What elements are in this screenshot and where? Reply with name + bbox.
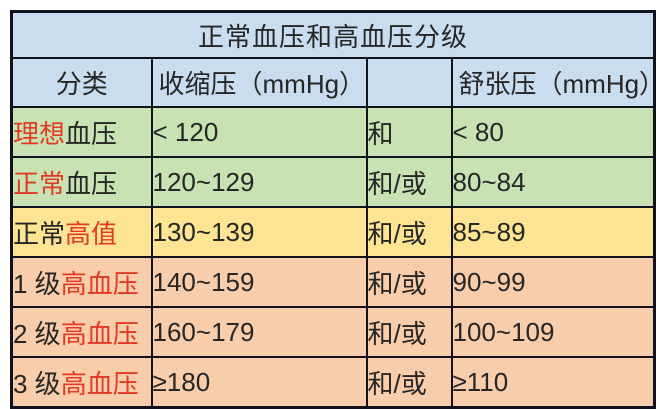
connector-cell: 和/或 — [365, 206, 453, 258]
table-row: 3 级高血压 ≥180 和/或 ≥110 — [10, 356, 656, 409]
category-segment: 正常 — [13, 168, 66, 199]
connector-cell: 和/或 — [365, 256, 453, 308]
category-segment: 高血压 — [60, 318, 139, 349]
table-title: 正常血压和高血压分级 — [10, 10, 656, 59]
table-row: 正常血压 120~129 和/或 80~84 — [10, 156, 656, 208]
header-row: 分类 收缩压（mmHg） 舒张压（mmHg） — [10, 57, 656, 108]
table-row: 1 级高血压 140~159 和/或 90~99 — [10, 256, 656, 308]
connector-cell: 和 — [365, 106, 453, 158]
diastolic-cell: 100~109 — [450, 306, 656, 358]
category-segment: 高值 — [65, 218, 118, 249]
category-segment: 2 级 — [13, 318, 61, 349]
blood-pressure-table: 正常血压和高血压分级 分类 收缩压（mmHg） 舒张压（mmHg） 理想血压 <… — [10, 10, 657, 409]
table-row: 正常高值 130~139 和/或 85~89 — [10, 206, 656, 258]
title-row: 正常血压和高血压分级 — [10, 10, 656, 59]
diastolic-cell: < 80 — [450, 106, 656, 158]
category-cell: 正常高值 — [10, 206, 153, 258]
diastolic-cell: 85~89 — [450, 206, 656, 258]
category-cell: 1 级高血压 — [10, 256, 153, 308]
category-segment: 理想 — [13, 118, 66, 149]
systolic-cell: 120~129 — [150, 156, 368, 208]
header-category: 分类 — [10, 57, 153, 108]
category-cell: 3 级高血压 — [10, 356, 153, 409]
category-segment: 1 级 — [13, 268, 61, 299]
systolic-cell: < 120 — [150, 106, 368, 158]
systolic-cell: 130~139 — [150, 206, 368, 258]
systolic-cell: 160~179 — [150, 306, 368, 358]
diastolic-cell: 80~84 — [450, 156, 656, 208]
category-segment: 高血压 — [60, 268, 139, 299]
connector-cell: 和/或 — [365, 306, 453, 358]
header-diastolic: 舒张压（mmHg） — [450, 57, 656, 108]
category-segment: 正常 — [13, 218, 66, 249]
category-cell: 理想血压 — [10, 106, 153, 158]
category-segment: 血压 — [65, 168, 118, 199]
systolic-cell: ≥180 — [150, 356, 368, 409]
category-segment: 血压 — [65, 118, 118, 149]
table-row: 理想血压 < 120 和 < 80 — [10, 106, 656, 158]
header-connector — [365, 57, 453, 108]
systolic-cell: 140~159 — [150, 256, 368, 308]
category-segment: 3 级 — [13, 368, 61, 399]
category-segment: 高血压 — [60, 368, 139, 399]
connector-cell: 和/或 — [365, 356, 453, 409]
page: 正常血压和高血压分级 分类 收缩压（mmHg） 舒张压（mmHg） 理想血压 <… — [10, 10, 657, 409]
diastolic-cell: 90~99 — [450, 256, 656, 308]
diastolic-cell: ≥110 — [450, 356, 656, 409]
table-row: 2 级高血压 160~179 和/或 100~109 — [10, 306, 656, 358]
connector-cell: 和/或 — [365, 156, 453, 208]
category-cell: 2 级高血压 — [10, 306, 153, 358]
category-cell: 正常血压 — [10, 156, 153, 208]
header-systolic: 收缩压（mmHg） — [150, 57, 368, 108]
